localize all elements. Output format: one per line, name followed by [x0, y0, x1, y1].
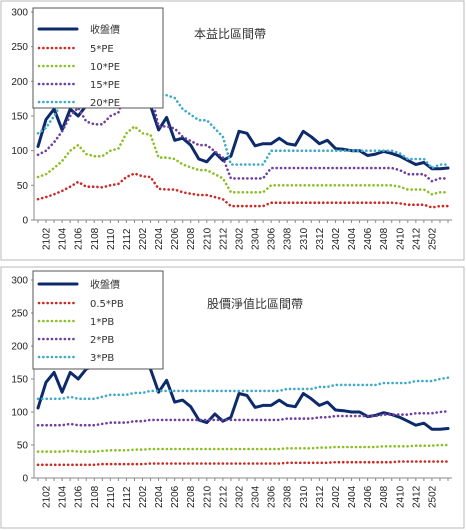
x-tick-label: 2204 [154, 485, 165, 508]
x-tick-label: 2502 [427, 485, 438, 508]
series-line-1 [36, 460, 450, 467]
pb-band-chart: 0 50 100 150 200 250 300 2102 2104 2106 2108 2110 21… [0, 266, 465, 529]
series-line-3 [36, 78, 450, 183]
x-tick-label: 2412 [411, 485, 422, 508]
legend-label: 收盤價 [90, 23, 120, 36]
legend-label: 5*PE [90, 44, 114, 55]
legend-box [32, 7, 164, 109]
series-line-2 [36, 443, 450, 453]
chart-frame [0, 266, 465, 529]
legend-box [32, 270, 164, 370]
series-line-4 [36, 376, 450, 401]
x-tick-label: 2402 [331, 485, 342, 508]
y-tick-label: 200 [11, 77, 28, 88]
x-tick-label: 2310 [299, 485, 310, 508]
x-tick-label: 2204 [154, 227, 165, 250]
y-tick-label: 300 [11, 276, 28, 287]
x-tick-label: 2110 [106, 486, 117, 508]
x-tick-label: 2102 [42, 227, 53, 250]
x-tick-label: 2104 [58, 227, 69, 250]
x-tick-label: 2208 [186, 485, 197, 508]
x-tick-label: 2408 [379, 485, 390, 508]
chart-frame [0, 0, 465, 261]
y-tick-label: 0 [22, 216, 28, 227]
y-tick-label: 50 [17, 441, 29, 452]
x-tick-label: 2212 [218, 227, 229, 250]
x-tick-label: 2302 [234, 485, 245, 508]
legend-label: 20*PE [90, 98, 120, 109]
x-tick-label: 2410 [395, 485, 406, 508]
x-tick-label: 2110 [106, 228, 117, 250]
x-tick-label: 2304 [251, 227, 262, 250]
legend-label: 0.5*PB [90, 299, 124, 310]
series-line-3 [36, 410, 450, 427]
y-tick-label: 100 [11, 408, 28, 419]
series-line-1 [36, 172, 450, 209]
x-tick-label: 2310 [299, 227, 310, 250]
y-tick-label: 50 [17, 181, 29, 192]
y-tick-label: 150 [11, 375, 28, 386]
legend-label: 15*PE [90, 80, 120, 91]
chart-title: 股價淨值比區間帶 [207, 296, 303, 311]
x-tick-label: 2104 [58, 485, 69, 508]
x-tick-label: 2404 [347, 485, 358, 508]
x-tick-label: 2402 [331, 227, 342, 250]
y-tick-label: 250 [11, 42, 28, 53]
x-tick-label: 2406 [363, 485, 374, 508]
legend-label: 2*PB [90, 335, 114, 346]
legend-label: 3*PB [90, 353, 114, 364]
x-tick-label: 2112 [122, 228, 133, 250]
legend-label: 收盤價 [90, 278, 120, 291]
x-tick-label: 2108 [90, 485, 101, 508]
x-tick-label: 2306 [267, 485, 278, 508]
legend-label: 1*PB [90, 317, 114, 328]
x-tick-label: 2308 [283, 227, 294, 250]
chart-title: 本益比區間帶 [194, 27, 266, 41]
x-tick-label: 2406 [363, 227, 374, 250]
x-tick-label: 2106 [74, 485, 85, 508]
x-tick-label: 2210 [202, 227, 213, 250]
x-tick-label: 2202 [138, 485, 149, 508]
x-tick-label: 2302 [234, 227, 245, 250]
pe-band-chart: 0 50 100 150 200 250 300 2102 2104 2106 2108 2110 21… [0, 0, 465, 261]
x-tick-label: 2312 [315, 227, 326, 250]
x-tick-label: 2304 [251, 485, 262, 508]
y-tick-label: 150 [11, 112, 28, 123]
x-tick-label: 2210 [202, 485, 213, 508]
x-tick-label: 2408 [379, 227, 390, 250]
y-tick-label: 200 [11, 342, 28, 353]
x-tick-label: 2404 [347, 227, 358, 250]
x-tick-label: 2206 [170, 227, 181, 250]
x-tick-label: 2410 [395, 227, 406, 250]
x-tick-label: 2306 [267, 227, 278, 250]
x-tick-label: 2212 [218, 485, 229, 508]
x-tick-label: 2108 [90, 227, 101, 250]
y-tick-label: 100 [11, 146, 28, 157]
y-tick-label: 250 [11, 309, 28, 320]
y-tick-label: 0 [22, 474, 28, 485]
x-tick-label: 2502 [427, 227, 438, 250]
x-tick-label: 2202 [138, 227, 149, 250]
legend-label: 10*PE [90, 62, 120, 73]
x-tick-label: 2208 [186, 227, 197, 250]
x-tick-label: 2206 [170, 485, 181, 508]
x-tick-label: 2112 [122, 486, 133, 508]
y-tick-label: 300 [11, 8, 28, 19]
series-line-2 [36, 125, 450, 196]
x-tick-label: 2308 [283, 485, 294, 508]
x-tick-label: 2102 [42, 485, 53, 508]
x-tick-label: 2106 [74, 227, 85, 250]
x-tick-label: 2312 [315, 485, 326, 508]
x-tick-label: 2412 [411, 227, 422, 250]
